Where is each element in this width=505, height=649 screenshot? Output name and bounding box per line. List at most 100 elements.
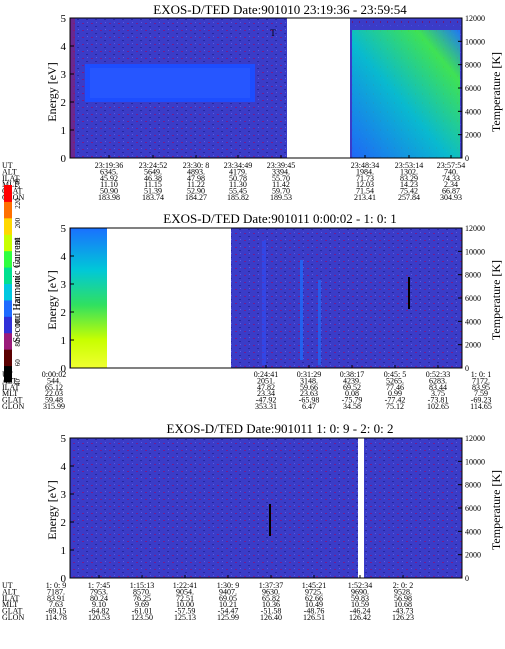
chart-2-cell: 4239. bbox=[343, 376, 361, 385]
chart-1-y2tick-label: 4000 bbox=[465, 107, 481, 116]
colorbar-segment bbox=[4, 267, 12, 284]
chart-1-ytick-label: 0 bbox=[61, 153, 67, 165]
chart-3-cell: 125.99 bbox=[217, 613, 239, 622]
chart-3-y2tick-label: 6000 bbox=[465, 504, 481, 513]
colorbar-tick-label: 120 bbox=[14, 296, 22, 307]
chart-2-cell: 7.59 bbox=[474, 389, 488, 398]
chart-3-cell: 1:37:37 bbox=[259, 581, 283, 590]
chart-3-ylabel: Energy [eV] bbox=[45, 480, 59, 539]
colorbar-tick-label: 180 bbox=[14, 237, 22, 248]
chart-3-ytick-label: 3 bbox=[61, 489, 67, 501]
chart-1-cell: 71.54 bbox=[356, 187, 374, 196]
chart-3-y2tick-label: 4000 bbox=[465, 527, 481, 536]
chart-1-cell: 183.98 bbox=[98, 193, 120, 202]
chart-1-cell: 189.53 bbox=[270, 193, 292, 202]
chart-1-cell: 47.98 bbox=[187, 174, 205, 183]
colorbar-tick-label: 80 bbox=[14, 339, 22, 347]
chart-1-cell: 184.27 bbox=[185, 193, 207, 202]
colorbar-tick-label: 60 bbox=[14, 359, 22, 367]
chart-1-y2label: Temperature [K] bbox=[489, 52, 503, 132]
chart-2-cell: 353.31 bbox=[255, 402, 277, 411]
chart-1-y2tick-label: 6000 bbox=[465, 84, 481, 93]
chart-2-ytick-label: 2 bbox=[61, 307, 67, 319]
chart-3-ytick-label: 2 bbox=[61, 517, 67, 529]
chart-1-y2tick-label: 12000 bbox=[465, 14, 485, 23]
chart-2-cell: 3148. bbox=[300, 376, 318, 385]
colorbar-segment bbox=[4, 234, 12, 252]
chart-3-plot bbox=[69, 437, 463, 579]
chart-2-cell: 6.47 bbox=[302, 402, 316, 411]
chart-1-cell: 23:48:34 bbox=[351, 161, 379, 170]
chart-2-cell: 5265. bbox=[386, 376, 404, 385]
chart-3-cell: 9054. bbox=[176, 587, 194, 596]
colorbar-tick-label: 200 bbox=[14, 217, 22, 228]
chart-2-ylabel: Energy [eV] bbox=[45, 270, 59, 329]
chart-2-row-label: GLAT bbox=[2, 396, 23, 405]
chart-1-cell: 51.39 bbox=[144, 187, 162, 196]
chart-2-cell: 3.75 bbox=[431, 389, 445, 398]
chart-3-cell: 80.24 bbox=[90, 594, 108, 603]
colorbar-segment bbox=[4, 332, 12, 350]
chart-3-cell: -54.47 bbox=[218, 607, 239, 616]
chart-3-cell: 10.68 bbox=[394, 600, 412, 609]
chart-1-cell: 74.33 bbox=[442, 174, 460, 183]
chart-2-cell: 23.63 bbox=[300, 389, 318, 398]
chart-1-cell: 1984. bbox=[356, 167, 374, 176]
chart-3-ytick-label: 4 bbox=[61, 461, 67, 473]
chart-3-cell: -48.76 bbox=[304, 607, 325, 616]
chart-3-ytick-label: 5 bbox=[61, 433, 67, 445]
colorbar-tick-label: 220 bbox=[14, 198, 22, 209]
chart-1-cell: 52.90 bbox=[187, 187, 205, 196]
chart-1-cell: 46.38 bbox=[144, 174, 162, 183]
chart-1-cell: 23:19:36 bbox=[95, 161, 123, 170]
chart-3-cell: 65.82 bbox=[262, 594, 280, 603]
colorbar-segment bbox=[4, 217, 12, 235]
colorbar-segment bbox=[4, 365, 12, 383]
chart-3-cell: 126.42 bbox=[349, 613, 371, 622]
colorbar-tick-label: 40 bbox=[14, 379, 22, 387]
chart-3-cell: -64.82 bbox=[89, 607, 110, 616]
chart-1-cell: 3394. bbox=[272, 167, 290, 176]
chart-3-cell: 7187. bbox=[47, 587, 65, 596]
chart-2-cell: 1: 0: 1 bbox=[471, 370, 491, 379]
chart-1-cell: 4893. bbox=[187, 167, 205, 176]
chart-2-cell: 22.03 bbox=[45, 389, 63, 398]
colorbar-segment bbox=[4, 250, 12, 268]
chart-2-cell: 315.99 bbox=[43, 402, 65, 411]
chart-3-cell: 120.53 bbox=[88, 613, 110, 622]
chart-3-cell: 69.05 bbox=[219, 594, 237, 603]
chart-2-y2tick-label: 2000 bbox=[465, 341, 481, 350]
chart-2-y2tick-label: 10000 bbox=[465, 247, 485, 256]
chart-2-cell: -75.79 bbox=[342, 396, 363, 405]
chart-1-cell: 23:24:52 bbox=[139, 161, 167, 170]
chart-3-cell: 7.63 bbox=[49, 600, 63, 609]
chart-2-cell: 0:38:17 bbox=[340, 370, 364, 379]
chart-2-y2tick-label: 12000 bbox=[465, 224, 485, 233]
chart-3-cell: 10.49 bbox=[305, 600, 323, 609]
chart-1-cell: 83.29 bbox=[400, 174, 418, 183]
colorbar-tick-label: 100 bbox=[14, 316, 22, 327]
chart-2-y2tick-label: 6000 bbox=[465, 294, 481, 303]
chart-3-cell: -57.59 bbox=[175, 607, 196, 616]
colorbar-tick-label: 240 bbox=[14, 178, 22, 189]
chart-3-cell: 83.91 bbox=[47, 594, 65, 603]
chart-3-cell: 9.10 bbox=[92, 600, 106, 609]
chart-3-cell: 9690. bbox=[351, 587, 369, 596]
chart-3-cell: 76.25 bbox=[133, 594, 151, 603]
chart-3-y2tick-label: 8000 bbox=[465, 481, 481, 490]
colorbar: Second Harmonic Current bbox=[12, 237, 23, 342]
chart-1-cell: 183.74 bbox=[142, 193, 164, 202]
chart-1-plot: T bbox=[69, 17, 463, 159]
chart-1-cell: 11.22 bbox=[187, 180, 205, 189]
chart-3-cell: 1:52:34 bbox=[348, 581, 372, 590]
chart-3-cell: 2: 0: 2 bbox=[393, 581, 413, 590]
chart-1-cell: 23:39:45 bbox=[267, 161, 295, 170]
chart-1-ytick-label: 4 bbox=[61, 41, 67, 53]
chart-3-cell: -69.15 bbox=[46, 607, 67, 616]
colorbar-segment bbox=[4, 283, 12, 301]
colorbar-segment bbox=[4, 201, 12, 219]
chart-1-ytick-label: 1 bbox=[61, 125, 67, 137]
chart-2-cell: 0.08 bbox=[345, 389, 359, 398]
chart-1-y2tick-label: 10000 bbox=[465, 37, 485, 46]
